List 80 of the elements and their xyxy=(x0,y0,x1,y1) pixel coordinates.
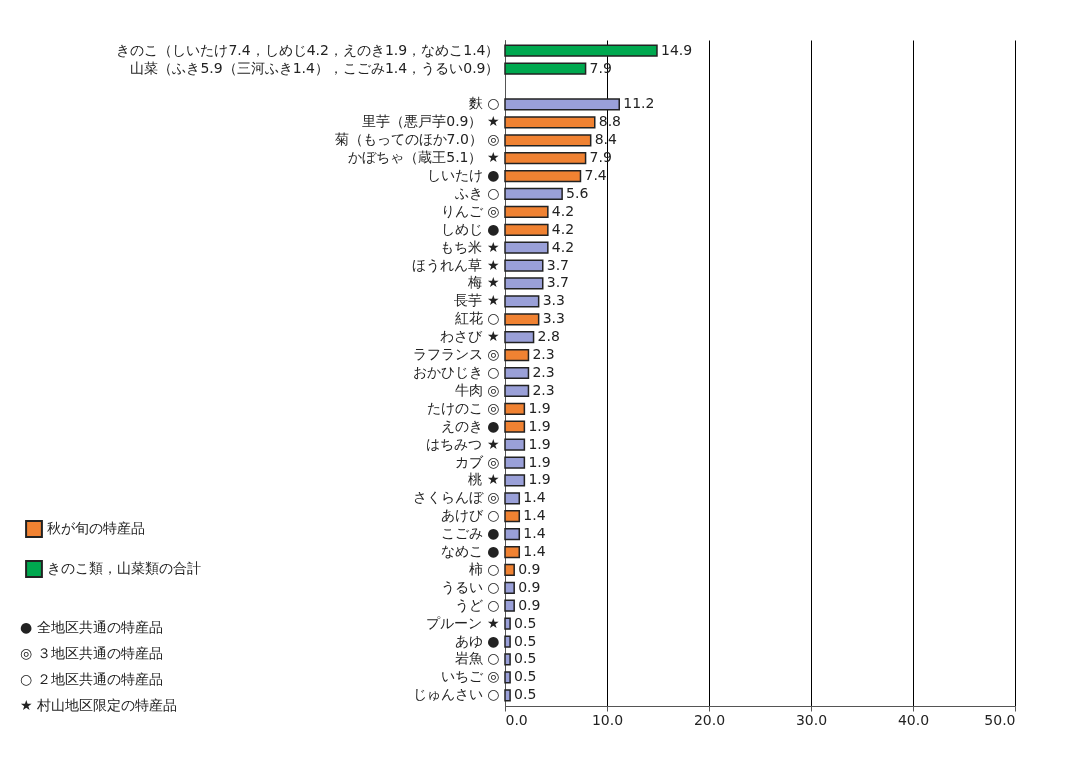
y-tick-label: カブ ◎ xyxy=(454,453,500,470)
data-label: 0.5 xyxy=(514,668,537,685)
data-label: 14.9 xyxy=(660,41,693,58)
y-tick-label: さくらんぼ ◎ xyxy=(412,489,500,506)
y-tick-label: あゆ ● xyxy=(454,632,500,649)
data-label: 0.5 xyxy=(514,650,537,667)
y-tick-label: プルーン ★ xyxy=(426,614,500,631)
text: ★ 村山地区限定の特産品 xyxy=(20,697,178,713)
data-label: 11.2 xyxy=(623,95,655,112)
data-label: 4.2 xyxy=(551,238,575,255)
y-tick-label: 山菜（ふき5.9（三河ふき1.4），こごみ1.4，うるい0.9） xyxy=(130,59,500,76)
text: ◎ ３地区共通の特産品 xyxy=(20,645,163,661)
y-tick-label: しめじ ● xyxy=(440,220,500,237)
data-label: 1.9 xyxy=(528,417,551,434)
data-label: 0.9 xyxy=(518,578,541,595)
data-label: 3.7 xyxy=(546,256,570,273)
data-label: 5.6 xyxy=(566,184,589,201)
data-label: 3.3 xyxy=(542,310,565,327)
data-label: 4.2 xyxy=(551,202,575,219)
y-tick-label: わさび ★ xyxy=(440,328,500,345)
data-label: 2.3 xyxy=(532,381,555,398)
text: ● 全地区共通の特産品 xyxy=(20,619,163,635)
data-label: 1.9 xyxy=(528,453,551,470)
x-tick-label: 10.0 xyxy=(591,711,624,728)
y-tick-label: かぼちゃ（蔵王5.1） ★ xyxy=(348,149,500,166)
y-tick-label: 柿 ○ xyxy=(468,560,500,577)
y-tick-label: 桃 ★ xyxy=(468,471,500,488)
data-label: 4.2 xyxy=(551,220,575,237)
x-tick-label: 0.0 xyxy=(505,711,528,728)
data-label: 1.4 xyxy=(523,489,546,506)
x-tick-label: 20.0 xyxy=(693,711,726,728)
data-label: 1.4 xyxy=(523,525,546,542)
legend-label: 秋が旬の特産品 xyxy=(47,520,145,536)
y-tick-label: えのき ● xyxy=(440,417,500,434)
y-tick-label: きのこ（しいたけ7.4，しめじ4.2，えのき1.9，なめこ1.4） xyxy=(116,41,500,58)
y-tick-label: こごみ ● xyxy=(440,525,500,542)
y-tick-label: おかひじき ○ xyxy=(412,364,500,380)
y-tick-label: うるい ○ xyxy=(440,578,500,595)
y-tick-label: 里芋（悪戸芋0.9） ★ xyxy=(362,113,500,130)
text: ○ ２地区共通の特産品 xyxy=(20,671,163,687)
x-tick-label: 30.0 xyxy=(795,711,828,728)
y-tick-label: たけのこ ◎ xyxy=(426,399,500,416)
data-label: 7.4 xyxy=(584,167,607,184)
y-tick-label: 岩魚 ○ xyxy=(454,650,500,667)
data-label: 1.4 xyxy=(523,543,546,560)
y-tick-label: 長芋 ★ xyxy=(454,292,500,309)
data-label: 2.8 xyxy=(537,328,560,345)
y-tick-label: 麩 ○ xyxy=(468,95,500,112)
data-label: 0.9 xyxy=(518,560,541,577)
data-label: 2.3 xyxy=(532,346,555,363)
y-tick-label: しいたけ ● xyxy=(426,167,500,184)
y-tick-label: りんご ◎ xyxy=(440,202,500,219)
y-tick-label: 梅 ★ xyxy=(467,274,500,291)
data-label: 3.3 xyxy=(542,292,565,309)
y-tick-label: なめこ ● xyxy=(440,543,500,560)
y-tick-label: うど ○ xyxy=(454,596,500,613)
data-label: 2.3 xyxy=(532,364,555,380)
y-tick-label: ラフランス ◎ xyxy=(412,346,500,363)
y-tick-label: もち米 ★ xyxy=(440,238,500,255)
data-label: 3.7 xyxy=(546,274,570,291)
data-label: 1.9 xyxy=(528,471,551,488)
data-label: 0.9 xyxy=(518,596,541,613)
y-tick-label: いちご ◎ xyxy=(440,668,500,685)
data-label: 0.5 xyxy=(514,632,537,649)
y-tick-label: 牛肉 ◎ xyxy=(454,381,500,398)
data-label: 1.4 xyxy=(523,507,546,524)
x-tick-label: 50.0 xyxy=(984,711,1016,728)
data-label: 0.5 xyxy=(514,686,537,703)
data-label: 0.5 xyxy=(514,614,537,631)
y-tick-label: ふき ○ xyxy=(453,184,500,201)
x-tick-label: 40.0 xyxy=(897,711,930,728)
y-tick-label: 菊（もってのほか7.0） ◎ xyxy=(334,131,500,148)
y-tick-label: あけび ○ xyxy=(440,507,500,524)
y-tick-label: はちみつ ★ xyxy=(426,435,500,452)
data-label: 1.9 xyxy=(528,435,551,452)
legend-label: きのこ類，山菜類の合計 xyxy=(47,560,201,576)
y-tick-label: ほうれん草 ★ xyxy=(412,256,500,273)
y-tick-label: 紅花 ○ xyxy=(454,310,500,327)
data-label: 1.9 xyxy=(528,399,551,416)
y-tick-label: じゅんさい ○ xyxy=(412,686,500,703)
